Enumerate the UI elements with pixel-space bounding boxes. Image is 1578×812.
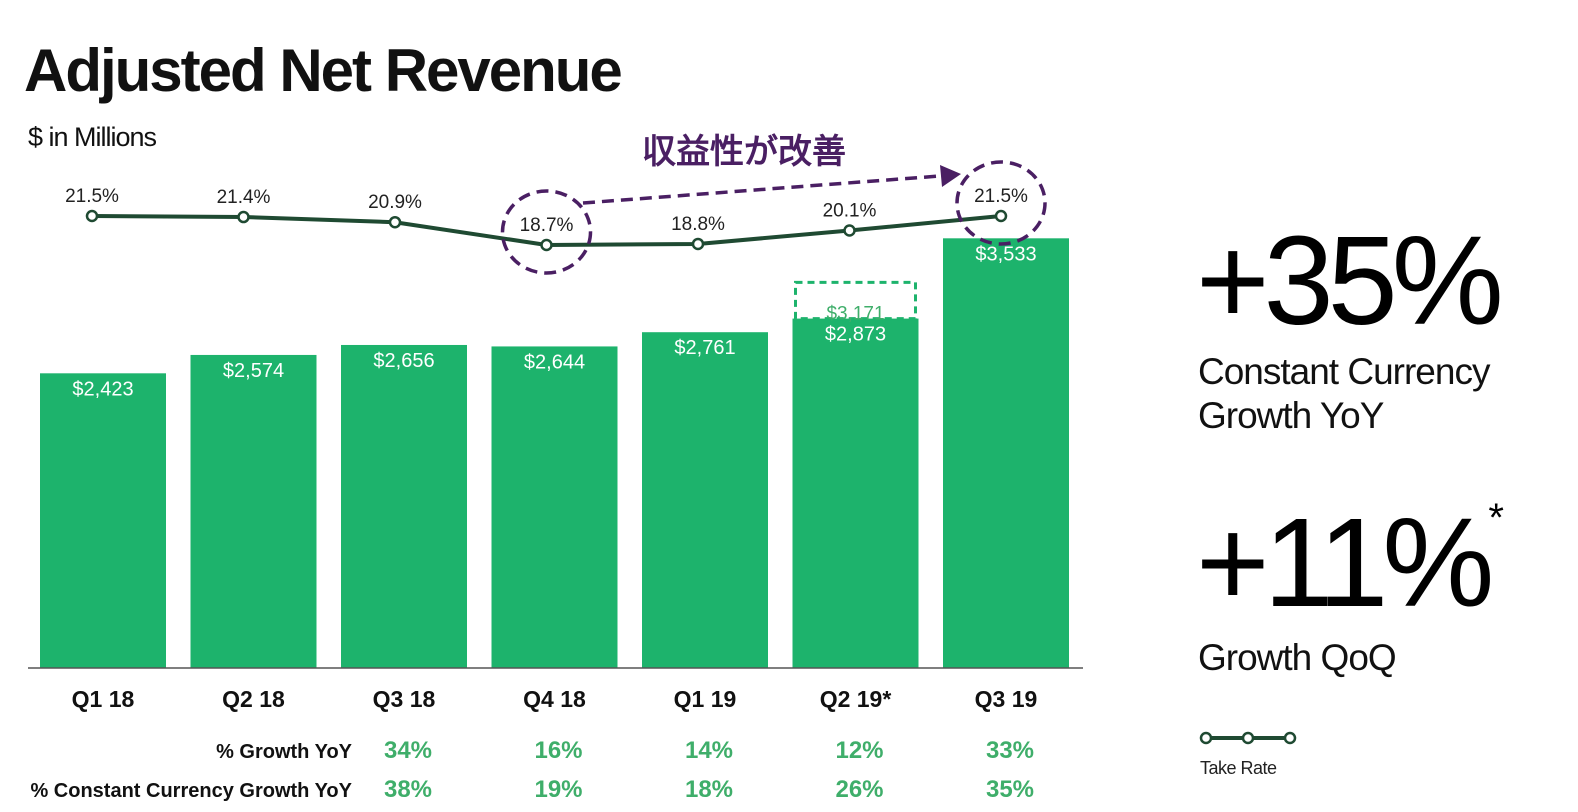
growth-value-r2-q1-19: 18% — [685, 776, 733, 803]
revenue-chart: $2,423 $2,574 $2,656 $2,644 $2,761 $2,873 $3,5… — [28, 132, 1083, 803]
bar-q1-18 — [40, 373, 166, 668]
category-label-q3-19: Q3 19 — [975, 686, 1038, 712]
growth-value-r2-q2-19: 26% — [835, 776, 883, 803]
bar-value-label-q2-18: $2,574 — [223, 360, 284, 382]
bar-value-label-q1-19: $2,761 — [674, 337, 735, 359]
growth-value-r2-q4-18: 19% — [534, 776, 582, 803]
take-rate-point-q2-18 — [237, 210, 250, 224]
kpi-qoq-number: +11% — [1196, 492, 1494, 633]
chart-title: Adjusted Net Revenue — [24, 37, 623, 104]
growth-value-r1-q1-19: 14% — [685, 737, 733, 764]
kpi-qoq-value: +11%* — [1196, 498, 1504, 626]
take-rate-label-q4-18: 18.7% — [520, 215, 574, 236]
profitability-annotation: 収益性が改善 — [642, 132, 846, 172]
kpi-qoq-caption: Growth QoQ — [1198, 636, 1397, 680]
bar-q4-18 — [491, 346, 618, 668]
take-rate-point-q2-19 — [843, 224, 856, 237]
take-rate-point-q4-18 — [540, 238, 553, 252]
bar-q3-18 — [341, 344, 467, 668]
take-rate-label-q2-18: 21.4% — [217, 187, 271, 208]
kpi-qoq-footnote: * — [1488, 496, 1504, 540]
dashed-bar-q2-19 — [794, 280, 917, 321]
bar-q2-18 — [190, 354, 317, 668]
growth-value-r1-q2-19: 12% — [835, 737, 883, 764]
growth-value-r2-q3-18: 38% — [384, 776, 432, 803]
kpi-yoy-caption-line1: Constant Currency — [1198, 351, 1490, 392]
category-label-q3-18: Q3 18 — [373, 686, 436, 712]
take-rate-point-q1-18 — [85, 209, 99, 223]
growth-row-label-1: % Growth YoY — [216, 741, 353, 763]
take-rate-point-q3-19 — [994, 209, 1008, 223]
bar-value-label-q2-19: $2,873 — [825, 324, 886, 346]
improvement-arrow-line — [582, 174, 941, 205]
take-rate-label-q3-19: 21.5% — [974, 186, 1028, 207]
growth-value-r2-q3-19: 35% — [986, 776, 1034, 803]
chart-subtitle: $ in Millions — [28, 122, 157, 152]
take-rate-label-q2-19: 20.1% — [823, 201, 877, 222]
take-rate-point-q3-18 — [388, 215, 402, 229]
take-rate-legend-icon — [1199, 731, 1297, 745]
dashed-bar-value-label: $3,171 — [826, 303, 884, 324]
category-label-q4-18: Q4 18 — [523, 686, 586, 712]
improvement-arrowhead — [940, 165, 961, 187]
kpi-yoy-number: +35% — [1196, 210, 1504, 351]
kpi-qoq-caption-line1: Growth QoQ — [1198, 637, 1397, 678]
kpi-yoy-caption-line2: Growth YoY — [1198, 394, 1384, 436]
category-label-q2-19: Q2 19* — [820, 686, 892, 712]
legend-label-take-rate: Take Rate — [1200, 758, 1277, 778]
bar-value-label-q3-19: $3,533 — [975, 243, 1036, 265]
growth-value-r1-q3-18: 34% — [384, 737, 432, 764]
highlight-circle-q4-18 — [500, 189, 593, 275]
growth-value-r1-q4-18: 16% — [534, 737, 582, 764]
growth-value-r1-q3-19: 33% — [986, 737, 1034, 764]
take-rate-point-q1-19 — [691, 237, 705, 251]
bar-q1-19 — [642, 332, 768, 668]
highlight-circle-q3-19 — [955, 160, 1047, 246]
take-rate-label-q3-18: 20.9% — [368, 192, 422, 213]
category-label-q2-18: Q2 18 — [222, 686, 285, 712]
bar-value-label-q1-18: $2,423 — [72, 378, 133, 400]
growth-row-label-2: % Constant Currency Growth YoY — [30, 780, 352, 802]
take-rate-label-q1-18: 21.5% — [65, 186, 119, 207]
bar-q2-19 — [792, 318, 919, 668]
kpi-yoy-caption: Constant Currency Growth YoY — [1198, 350, 1490, 437]
take-rate-label-q1-19: 18.8% — [671, 214, 725, 235]
chart-legend: Take Rate — [1198, 726, 1328, 786]
bar-q3-19 — [943, 238, 1069, 669]
bar-value-label-q3-18: $2,656 — [373, 350, 434, 372]
kpi-yoy-value: +35% — [1196, 218, 1504, 344]
bar-value-label-q4-18: $2,644 — [524, 351, 585, 373]
category-label-q1-18: Q1 18 — [72, 686, 135, 712]
category-label-q1-19: Q1 19 — [674, 686, 737, 712]
